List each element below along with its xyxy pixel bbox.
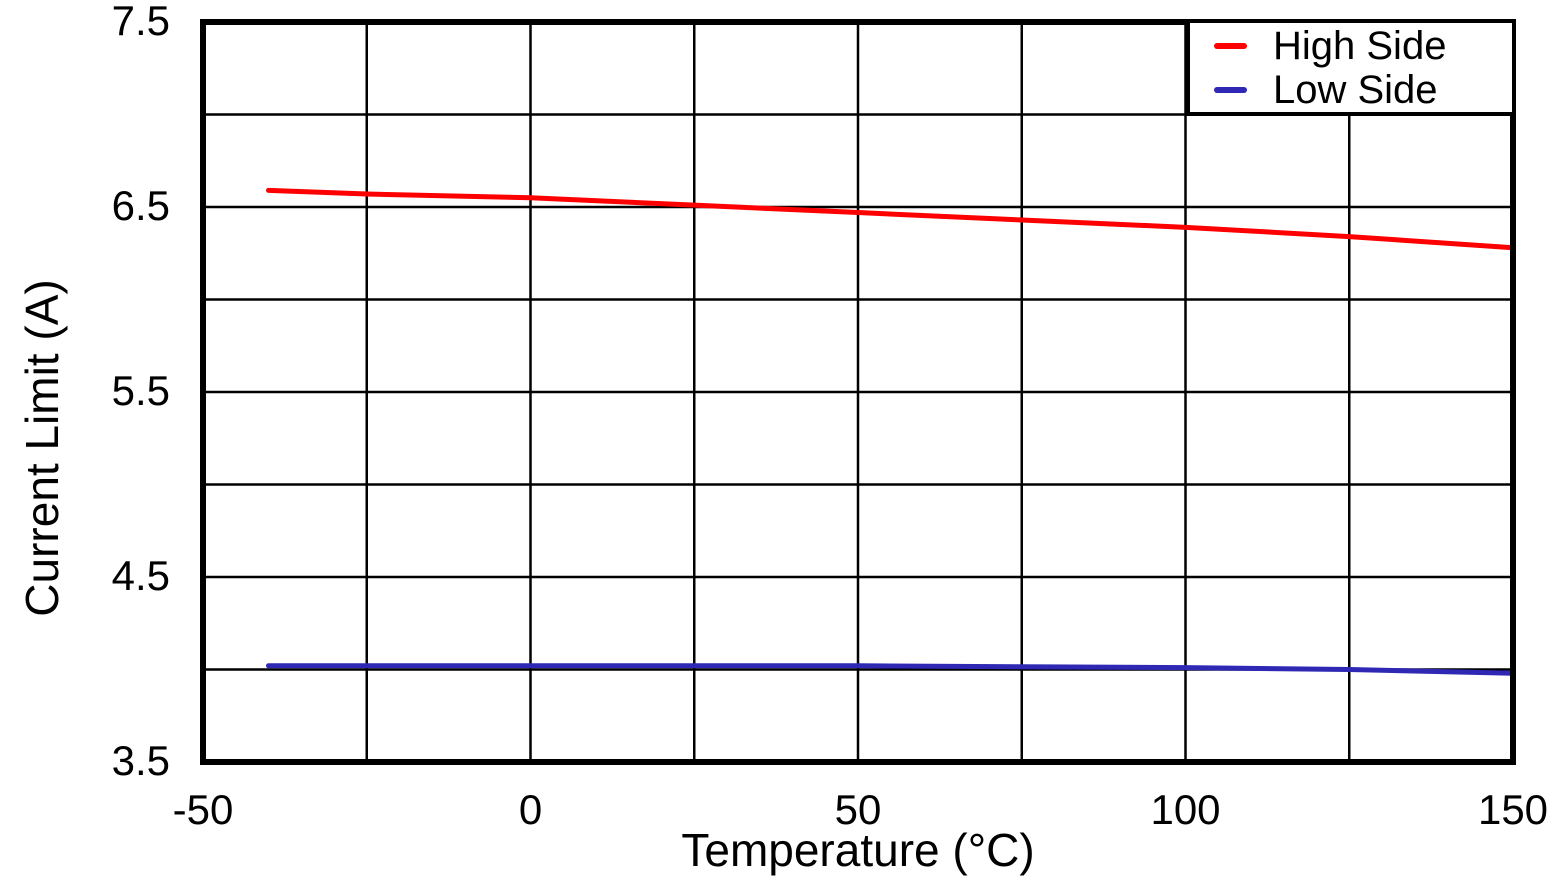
- series-line-low-side: [266, 663, 1516, 676]
- y-tick-label: 7.5: [111, 0, 170, 45]
- plot-border: [200, 19, 1516, 765]
- y-tick-label: 5.5: [111, 367, 170, 415]
- x-tick-label: -50: [172, 786, 234, 833]
- legend: High Side Low Side: [1186, 19, 1516, 116]
- low-side-line-icon: [1214, 86, 1247, 93]
- series-line-high-side: [266, 187, 1516, 251]
- x-tick-label: 0: [518, 786, 543, 833]
- x-axis-title: Temperature (°C): [681, 824, 1035, 876]
- legend-label-high-side: High Side: [1273, 23, 1447, 68]
- y-tick-label: 3.5: [111, 737, 170, 785]
- y-tick-label: 6.5: [111, 182, 170, 230]
- high-side-line-icon: [1214, 42, 1247, 49]
- y-tick-label: 4.5: [111, 552, 170, 600]
- x-tick-label: 150: [1477, 786, 1549, 833]
- x-tick-label: 50: [834, 786, 882, 833]
- y-axis-title: Current Limit (A): [16, 279, 68, 617]
- legend-label-low-side: Low Side: [1273, 67, 1438, 112]
- legend-item-low-side: Low Side: [1214, 68, 1512, 112]
- x-tick-label: 100: [1150, 786, 1221, 833]
- legend-item-high-side: High Side: [1214, 24, 1512, 68]
